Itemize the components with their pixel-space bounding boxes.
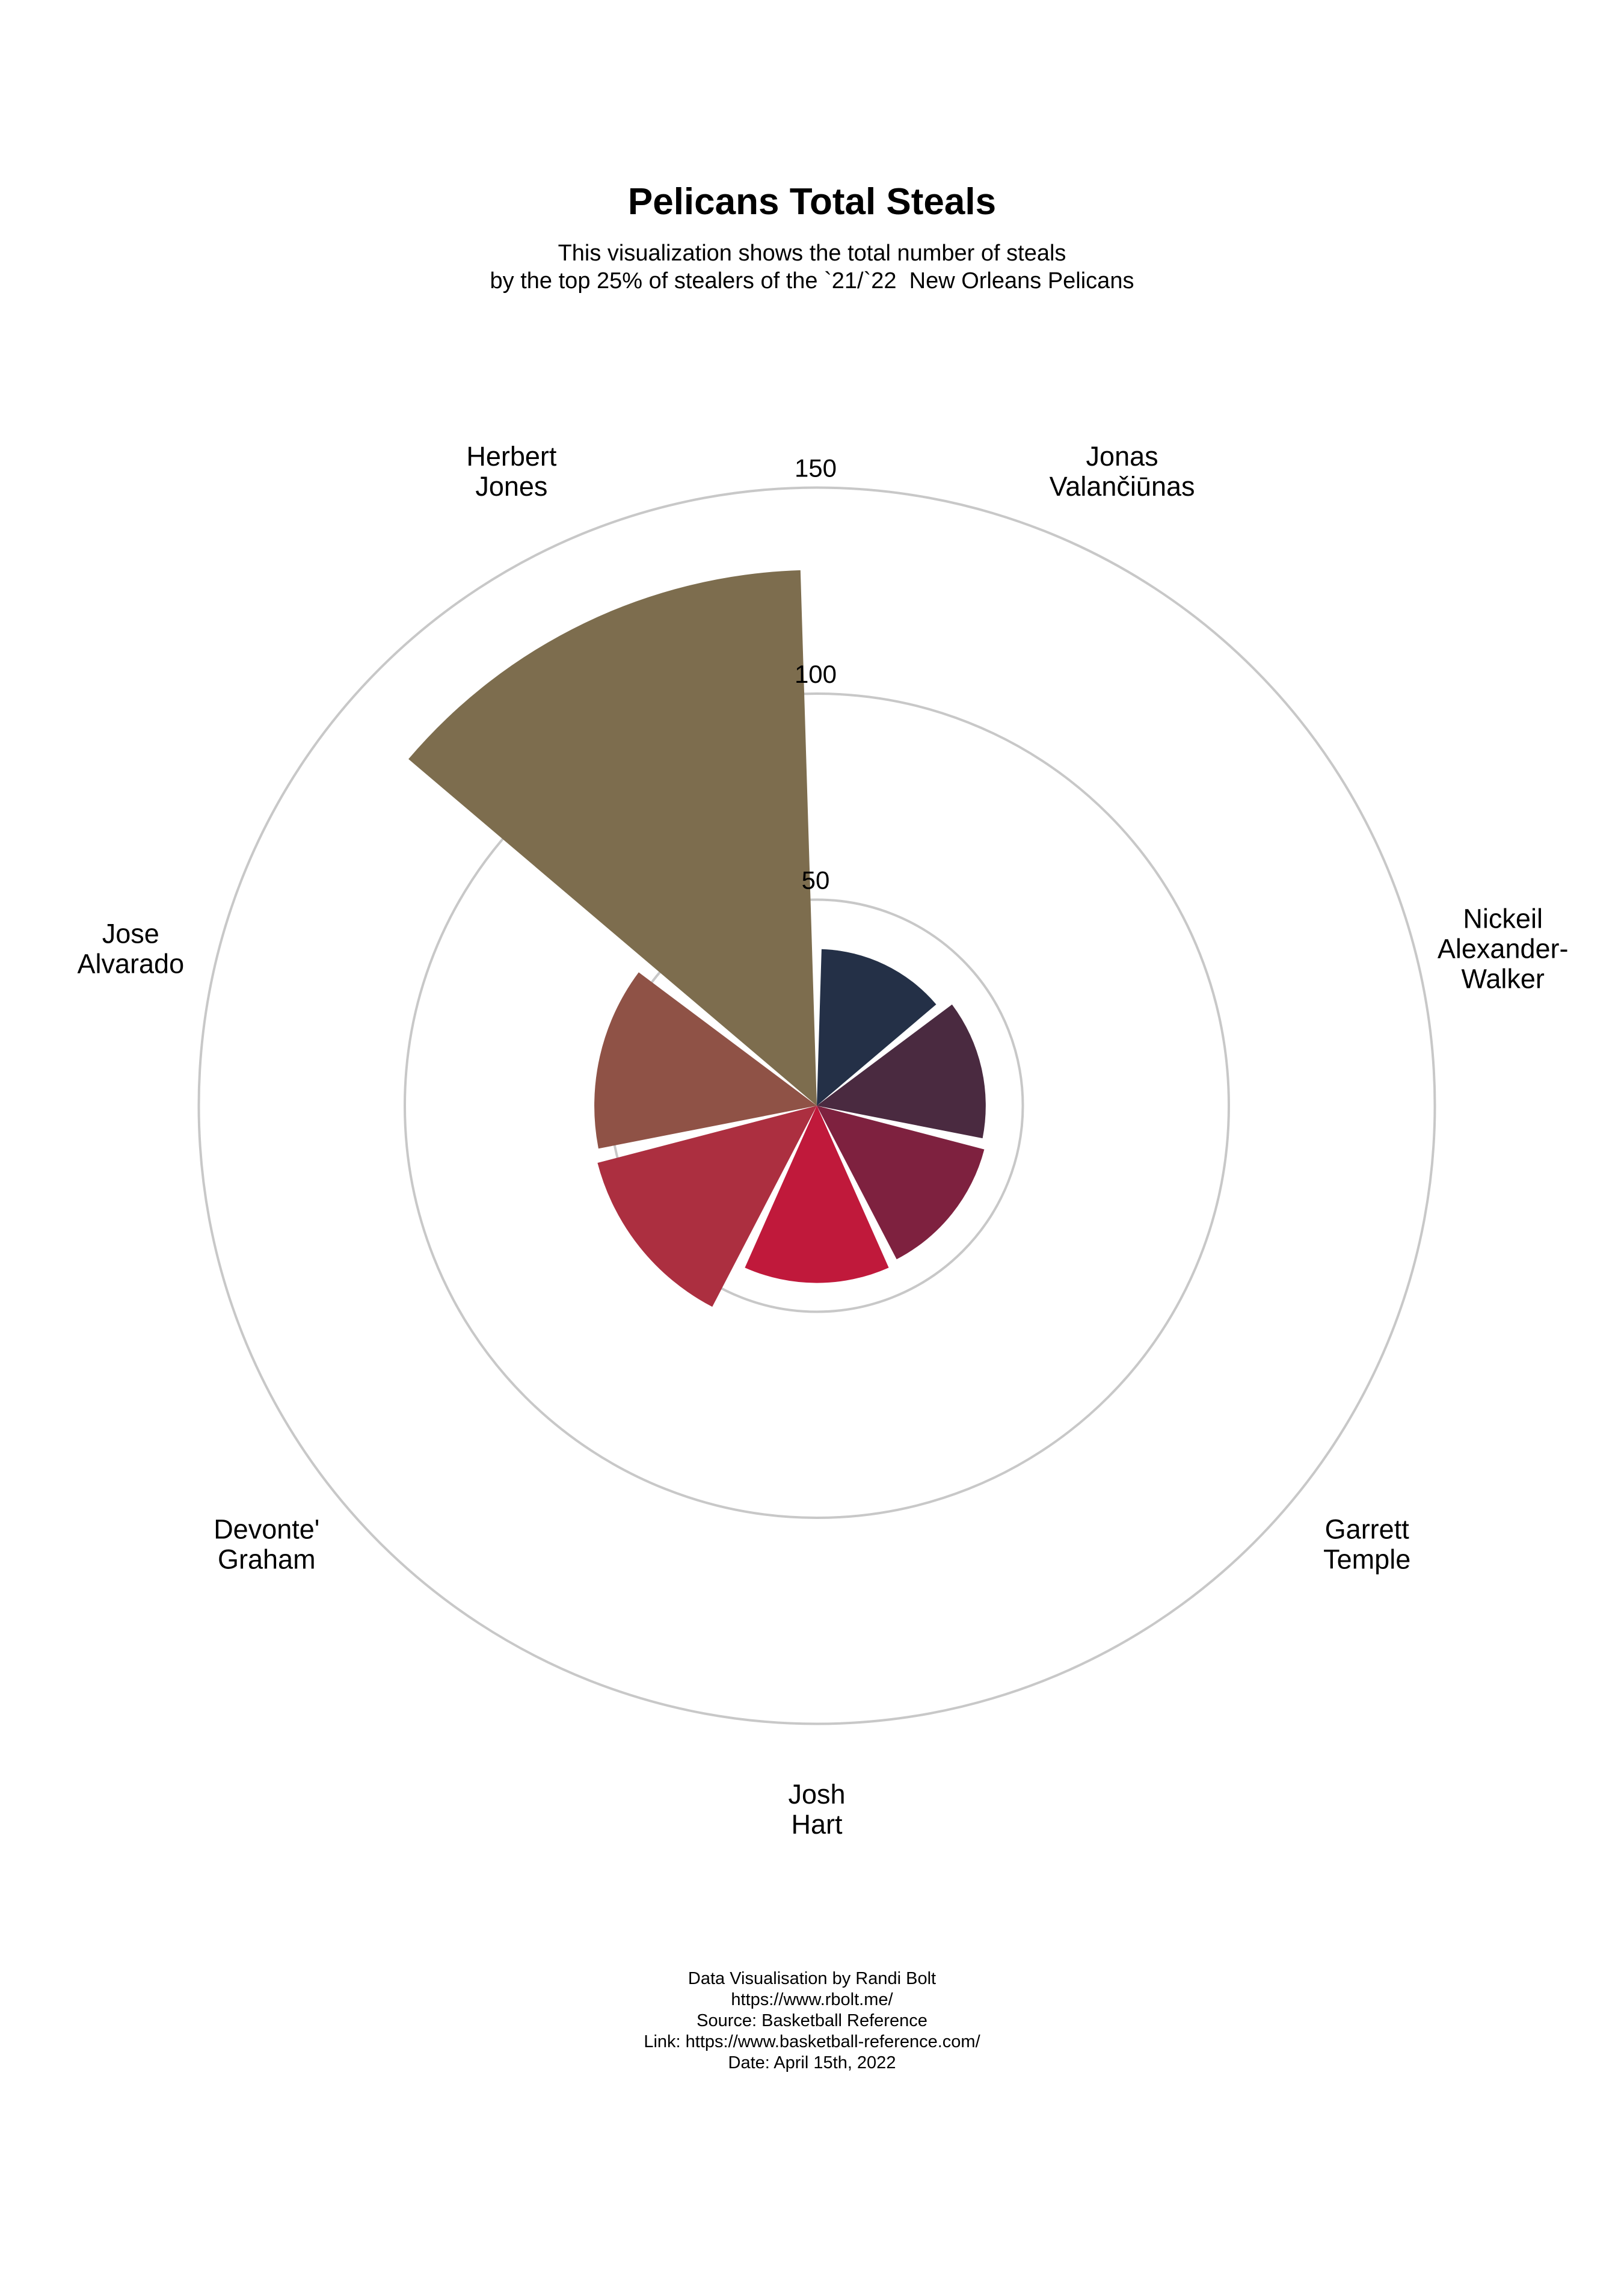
category-label-devonte-graham: Devonte' Graham — [214, 1514, 319, 1575]
footer-source: Source: Basketball Reference — [697, 2011, 927, 2030]
footer-author: Data Visualisation by Randi Bolt — [687, 1969, 937, 1988]
bar-garrett-temple — [817, 1106, 985, 1260]
category-label-line: Jonas — [1086, 441, 1158, 472]
category-label-line: Devonte' — [214, 1514, 319, 1545]
category-labels: Jonas Valančiūnas Nickeil Alexander-Walker G… — [77, 441, 1568, 1840]
bar-nickeil-alexander-walker — [817, 1004, 986, 1139]
footer-link: Link: https://www.basketball-reference.c… — [644, 2032, 980, 2051]
subtitle-line-1: This visualization shows the total numbe… — [558, 241, 1066, 266]
category-label-line: Temple — [1323, 1544, 1410, 1575]
category-label-line: Herbert — [466, 441, 557, 472]
subtitle-line-2: by the top 25% of stealers of the `21/`2… — [490, 268, 1134, 294]
category-label-line: Valančiūnas — [1050, 471, 1195, 502]
footer-credits: Data Visualisation by Randi Bolt https:/… — [0, 1968, 1624, 2074]
category-label-jonas-valanciunas: Jonas Valančiūnas — [1050, 441, 1195, 502]
category-label-line: Nickeil — [1463, 904, 1543, 934]
bar-jose-alvarado — [594, 972, 817, 1149]
tick-label-50: 50 — [802, 866, 830, 895]
grid-circle-100 — [404, 692, 1230, 1519]
tick-label-100: 100 — [795, 660, 837, 688]
category-label-garrett-temple: Garrett Temple — [1323, 1514, 1410, 1575]
category-label-line: Jones — [475, 471, 547, 502]
category-label-line: Josh — [788, 1779, 845, 1810]
footer-date: Date: April 15th, 2022 — [728, 2053, 896, 2072]
category-label-josh-hart: Josh Hart — [788, 1779, 845, 1840]
category-label-line: Alexander- — [1438, 934, 1569, 964]
category-label-line: Walker — [1462, 964, 1545, 994]
category-label-line: Alvarado — [77, 949, 184, 979]
category-label-line: Garrett — [1325, 1514, 1410, 1545]
bar-devonte-graham — [597, 1106, 817, 1307]
chart-title: Pelicans Total Steals — [627, 181, 997, 223]
bars — [408, 570, 986, 1307]
grid-circle-150 — [197, 486, 1436, 1725]
chart-subtitle: This visualization shows the total numbe… — [0, 239, 1624, 295]
bar-jonas-valanciunas — [817, 949, 937, 1106]
category-label-nickeil-alexander-walker: Nickeil Alexander-Walker — [1438, 904, 1569, 994]
bar-herbert-jones — [408, 570, 817, 1106]
bar-josh-hart — [745, 1106, 889, 1283]
category-label-line: Jose — [102, 919, 159, 949]
radial-tick-labels: 50 100 150 — [795, 454, 837, 895]
footer-website: https://www.rbolt.me/ — [731, 1990, 893, 2009]
category-label-jose-alvarado: Jose Alvarado — [77, 919, 184, 979]
category-label-line: Hart — [791, 1809, 843, 1840]
tick-label-150: 150 — [795, 454, 837, 482]
category-label-line: Graham — [218, 1544, 316, 1575]
category-label-herbert-jones: Herbert Jones — [466, 441, 557, 502]
